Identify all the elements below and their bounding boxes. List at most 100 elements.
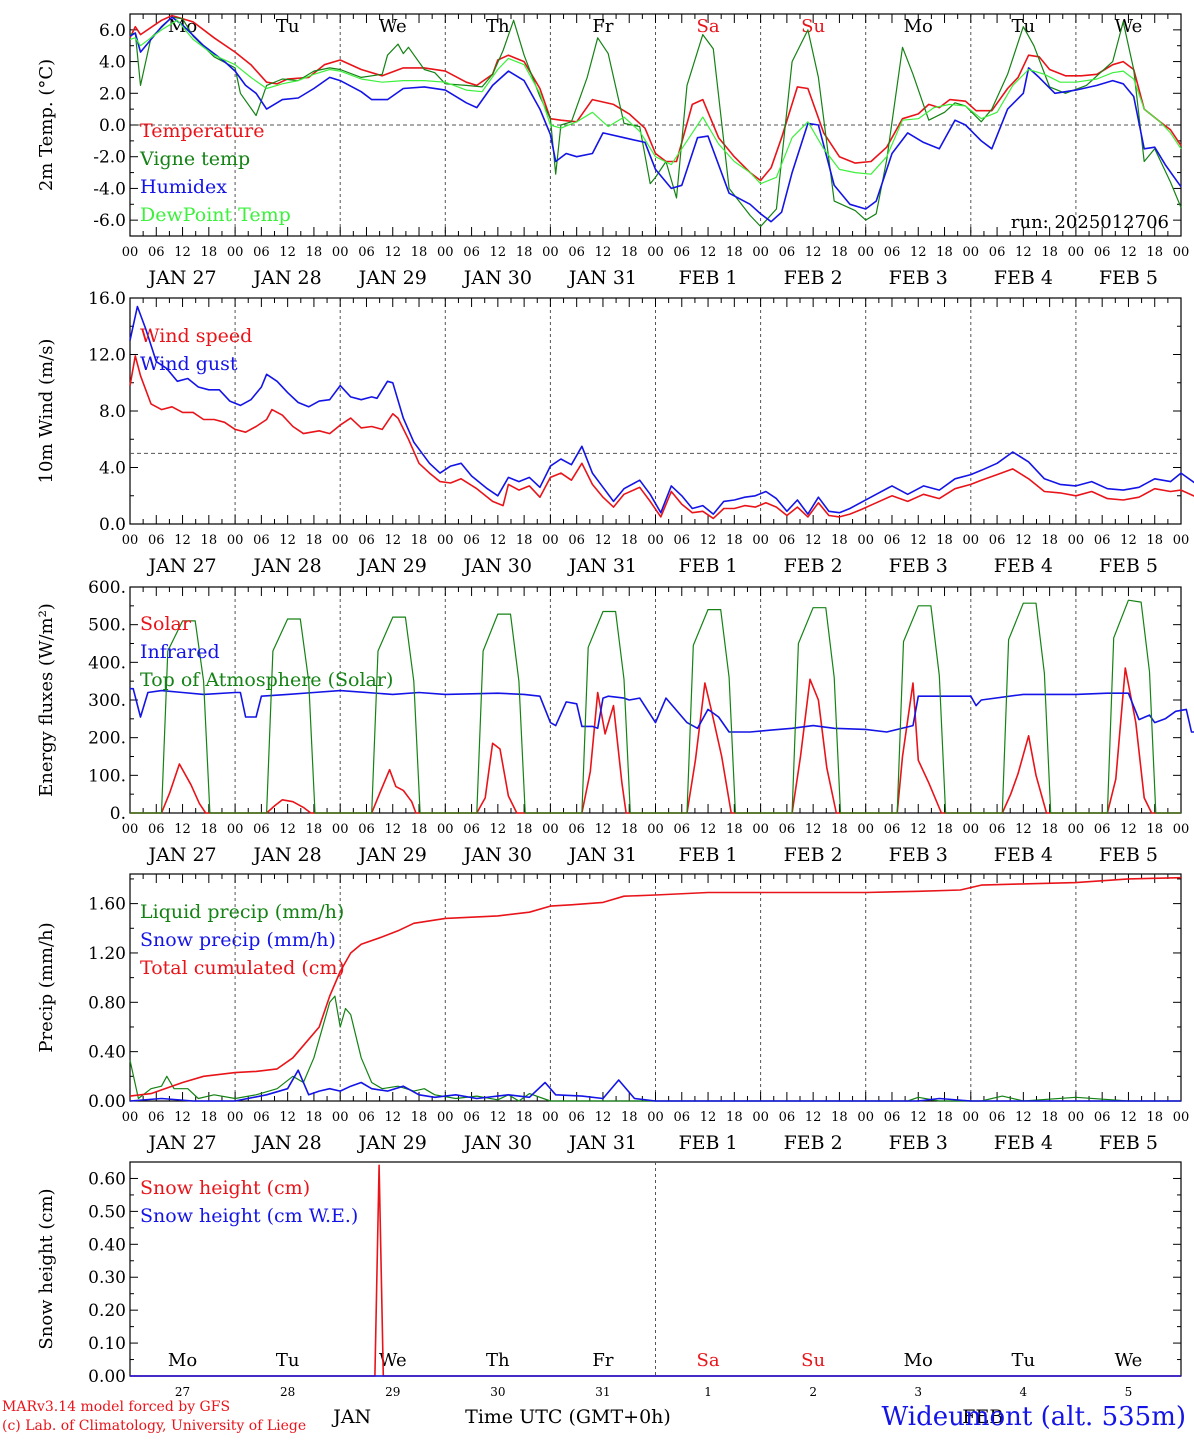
x-hour-label: 18 xyxy=(306,245,323,260)
x-hour-label: 00 xyxy=(437,245,454,260)
x-day-number: 27 xyxy=(175,1385,190,1399)
y-tick-label: 4.0 xyxy=(99,459,126,479)
x-date-label: JAN 31 xyxy=(567,267,637,289)
x-date-label: JAN 29 xyxy=(357,1132,427,1154)
x-hour-label: 00 xyxy=(122,245,139,260)
x-hour-label: 00 xyxy=(963,1110,980,1125)
series-line-liquid-precip-mm-h- xyxy=(129,995,1181,1102)
y-tick-label: 0.50 xyxy=(88,1202,126,1222)
x-hour-label: 18 xyxy=(516,245,533,260)
x-hour-label: 18 xyxy=(1041,1110,1058,1125)
x-date-label: FEB 4 xyxy=(994,1132,1053,1154)
x-hour-label: 12 xyxy=(805,822,822,837)
x-hour-label: 12 xyxy=(595,822,612,837)
series-line-total-cumulated-cm- xyxy=(129,876,1182,1097)
x-hour-label: 18 xyxy=(516,533,533,548)
series-line-solar xyxy=(130,667,1181,814)
x-date-label: JAN 30 xyxy=(462,267,532,289)
x-hour-label: 00 xyxy=(857,245,874,260)
x-hour-label: 12 xyxy=(910,1110,927,1125)
x-hour-label: 12 xyxy=(1015,1110,1032,1125)
legend-entry: Snow precip (mm/h) xyxy=(140,929,336,951)
legend-entry: Snow height (cm) xyxy=(140,1177,310,1199)
x-hour-label: 18 xyxy=(831,1110,848,1125)
panel-energy: 0. 100. 200. 300. 400. 500. 600. Energy fluxes … xyxy=(36,578,1194,866)
y-tick-label: 400. xyxy=(88,653,126,673)
legend-entry: DewPoint Temp xyxy=(140,204,291,226)
x-hour-label: 12 xyxy=(1015,245,1032,260)
x-hour-label: 06 xyxy=(779,822,796,837)
x-hour-label: 00 xyxy=(1173,533,1190,548)
day-of-week-label: Tu xyxy=(276,16,300,37)
x-hour-label: 00 xyxy=(963,245,980,260)
x-hour-label: 06 xyxy=(989,533,1006,548)
x-hour-label: 12 xyxy=(174,533,191,548)
x-hour-label: 06 xyxy=(884,245,901,260)
x-hour-label: 18 xyxy=(831,822,848,837)
y-tick-label: 0.40 xyxy=(88,1043,126,1063)
x-hour-label: 12 xyxy=(384,245,401,260)
y-tick-label: 100. xyxy=(88,766,126,786)
day-of-week-label: Mo xyxy=(904,1350,933,1371)
legend-entry: Snow height (cm W.E.) xyxy=(140,1205,358,1227)
x-date-label: FEB 4 xyxy=(994,267,1053,289)
x-hour-label: 06 xyxy=(989,1110,1006,1125)
x-month-label: FEB xyxy=(962,1406,1003,1428)
y-tick-label: 300. xyxy=(88,691,126,711)
x-hour-label: 00 xyxy=(332,822,349,837)
model-credit: MARv3.14 model forced by GFS xyxy=(2,1399,231,1415)
x-date-label: FEB 4 xyxy=(994,555,1053,577)
y-axis-label: 2m Temp. (°C) xyxy=(36,59,57,191)
x-hour-label: 06 xyxy=(568,1110,585,1125)
x-hour-label: 00 xyxy=(963,533,980,548)
x-date-label: FEB 1 xyxy=(678,267,737,289)
x-day-number: 30 xyxy=(490,1385,505,1399)
x-day-number: 28 xyxy=(280,1385,295,1399)
x-date-label: FEB 5 xyxy=(1099,1132,1158,1154)
y-tick-label: 0. xyxy=(110,804,126,824)
x-hour-label: 12 xyxy=(490,533,507,548)
x-hour-label: 00 xyxy=(437,1110,454,1125)
x-hour-label: 06 xyxy=(779,533,796,548)
day-of-week-label: We xyxy=(1115,1350,1143,1371)
x-month-label: JAN xyxy=(331,1406,371,1428)
x-date-label: FEB 5 xyxy=(1099,267,1158,289)
x-hour-label: 06 xyxy=(463,1110,480,1125)
x-hour-label: 06 xyxy=(674,533,691,548)
y-tick-label: 12.0 xyxy=(88,346,126,366)
x-day-number: 1 xyxy=(704,1385,712,1399)
x-hour-label: 00 xyxy=(332,533,349,548)
y-tick-label: 4.0 xyxy=(99,53,126,73)
x-hour-label: 12 xyxy=(700,533,717,548)
series-line-top-of-atmosphere-solar- xyxy=(130,599,1181,814)
day-of-week-label: Su xyxy=(801,1350,825,1371)
x-hour-label: 00 xyxy=(542,245,559,260)
x-hour-label: 00 xyxy=(122,533,139,548)
day-of-week-label: Th xyxy=(486,16,510,37)
x-hour-label: 18 xyxy=(726,533,743,548)
x-hour-label: 06 xyxy=(989,822,1006,837)
y-axis-label: Snow height (cm) xyxy=(36,1188,57,1349)
x-hour-label: 12 xyxy=(1015,533,1032,548)
x-hour-label: 06 xyxy=(463,822,480,837)
day-of-week-label: Th xyxy=(486,1350,510,1371)
x-hour-label: 18 xyxy=(411,822,428,837)
x-hour-label: 06 xyxy=(148,245,165,260)
day-of-week-label: Mo xyxy=(168,1350,197,1371)
y-axis-label: Precip (mm/h) xyxy=(36,922,57,1052)
x-date-label: JAN 29 xyxy=(357,844,427,866)
x-hour-label: 12 xyxy=(910,822,927,837)
x-hour-label: 18 xyxy=(306,822,323,837)
y-tick-label: 0.30 xyxy=(88,1268,126,1288)
x-hour-label: 18 xyxy=(306,533,323,548)
x-hour-label: 12 xyxy=(1120,245,1137,260)
x-hour-label: 00 xyxy=(752,245,769,260)
x-day-number: 29 xyxy=(385,1385,400,1399)
y-tick-label: 1.60 xyxy=(88,895,126,915)
x-date-label: FEB 3 xyxy=(889,1132,948,1154)
x-date-label: JAN 28 xyxy=(252,844,322,866)
x-hour-label: 18 xyxy=(621,822,638,837)
location-title: Wideumont (alt. 535m) xyxy=(881,1402,1186,1432)
x-hour-label: 12 xyxy=(910,533,927,548)
